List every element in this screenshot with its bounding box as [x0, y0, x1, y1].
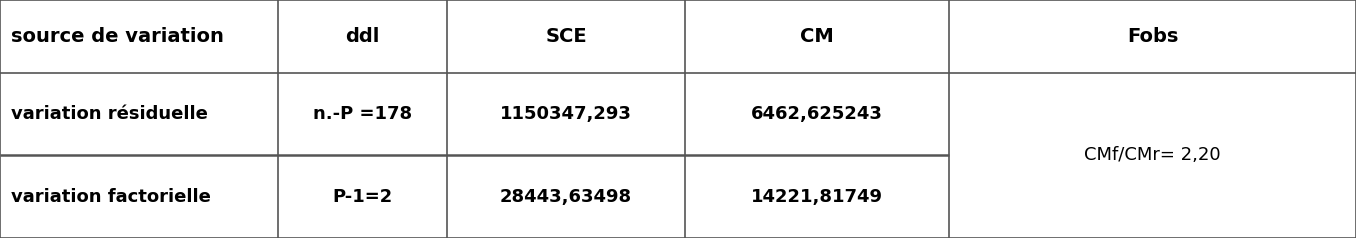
- Text: CM: CM: [800, 27, 834, 46]
- Text: CMf/CMr= 2,20: CMf/CMr= 2,20: [1085, 146, 1220, 164]
- Text: 1150347,293: 1150347,293: [500, 105, 632, 123]
- Text: 6462,625243: 6462,625243: [751, 105, 883, 123]
- Text: variation résiduelle: variation résiduelle: [11, 105, 207, 123]
- Text: P-1=2: P-1=2: [332, 188, 393, 206]
- Text: ddl: ddl: [346, 27, 380, 46]
- Text: source de variation: source de variation: [11, 27, 224, 46]
- Text: variation factorielle: variation factorielle: [11, 188, 210, 206]
- Text: 14221,81749: 14221,81749: [751, 188, 883, 206]
- Text: Fobs: Fobs: [1127, 27, 1178, 46]
- Text: n.-P =178: n.-P =178: [313, 105, 412, 123]
- Text: 28443,63498: 28443,63498: [500, 188, 632, 206]
- Text: SCE: SCE: [545, 27, 587, 46]
